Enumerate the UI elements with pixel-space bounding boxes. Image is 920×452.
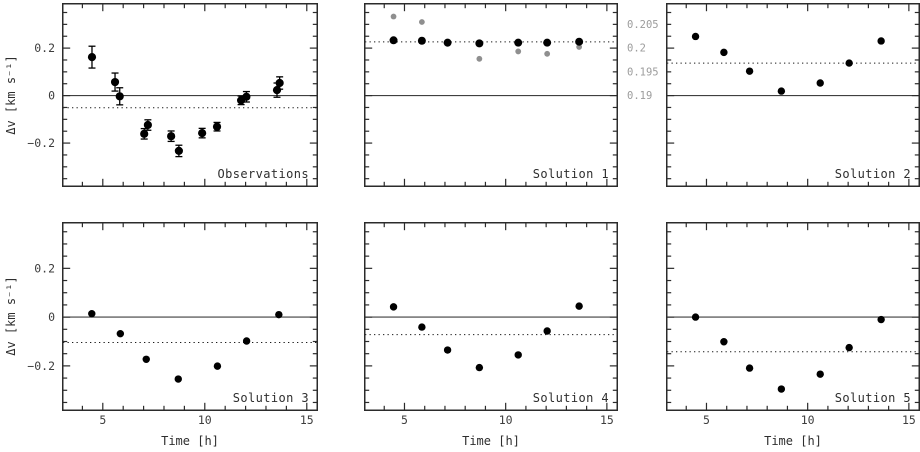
svg-text:5: 5: [703, 413, 710, 427]
panel-label-observations: Observations: [217, 167, 309, 181]
svg-text:0.2: 0.2: [627, 43, 646, 55]
svg-text:15: 15: [300, 413, 314, 427]
panel-label-solution-3: Solution 3: [232, 391, 309, 405]
svg-text:10: 10: [198, 413, 212, 427]
y-axis-label-top-row: Δv [km s⁻¹]: [4, 55, 18, 135]
svg-text:0.2: 0.2: [34, 261, 55, 275]
panel-solution-2: Solution 2: [666, 3, 920, 187]
panel-observations: 0.2 0 −0.2 Observations: [27, 3, 318, 187]
svg-text:0.19: 0.19: [627, 90, 652, 102]
svg-text:−0.2: −0.2: [27, 359, 55, 373]
svg-text:5: 5: [99, 413, 106, 427]
solution-3-plot: 5 10 15 0.2 0 −0.2: [27, 222, 318, 427]
solution-1-plot: 0.205 0.2 0.195 0.19: [364, 3, 659, 187]
panel-label-solution-1: Solution 1: [532, 167, 609, 181]
svg-text:0.2: 0.2: [34, 41, 55, 55]
svg-text:−0.2: −0.2: [27, 136, 55, 150]
panel-solution-1: 0.205 0.2 0.195 0.19 Solution 1: [364, 3, 659, 187]
svg-text:10: 10: [499, 413, 513, 427]
panel-solution-3: 5 10 15 0.2 0 −0.2 Solution 3: [27, 222, 318, 427]
panel-label-solution-5: Solution 5: [834, 391, 911, 405]
svg-text:15: 15: [600, 413, 614, 427]
svg-text:5: 5: [401, 413, 408, 427]
panel-solution-5: 5 10 15 Solution 5: [666, 222, 920, 427]
svg-text:0.205: 0.205: [627, 19, 659, 31]
svg-text:10: 10: [801, 413, 815, 427]
x-axis-label-col-2: Time [h]: [462, 434, 520, 448]
observations-plot: 0.2 0 −0.2: [27, 3, 318, 187]
svg-text:0: 0: [48, 89, 55, 103]
panel-solution-4: 5 10 15 Solution 4: [364, 222, 618, 427]
x-axis-label-col-3: Time [h]: [764, 434, 822, 448]
svg-text:0: 0: [48, 310, 55, 324]
solution-2-plot: [666, 3, 920, 187]
svg-text:0.195: 0.195: [627, 66, 659, 78]
panel-label-solution-2: Solution 2: [834, 167, 911, 181]
y-axis-label-bottom-row: Δv [km s⁻¹]: [4, 276, 18, 356]
solution-5-plot: 5 10 15: [666, 222, 920, 427]
solution-4-plot: 5 10 15: [364, 222, 618, 427]
svg-text:15: 15: [902, 413, 916, 427]
x-axis-label-col-1: Time [h]: [161, 434, 219, 448]
panel-label-solution-4: Solution 4: [532, 391, 609, 405]
